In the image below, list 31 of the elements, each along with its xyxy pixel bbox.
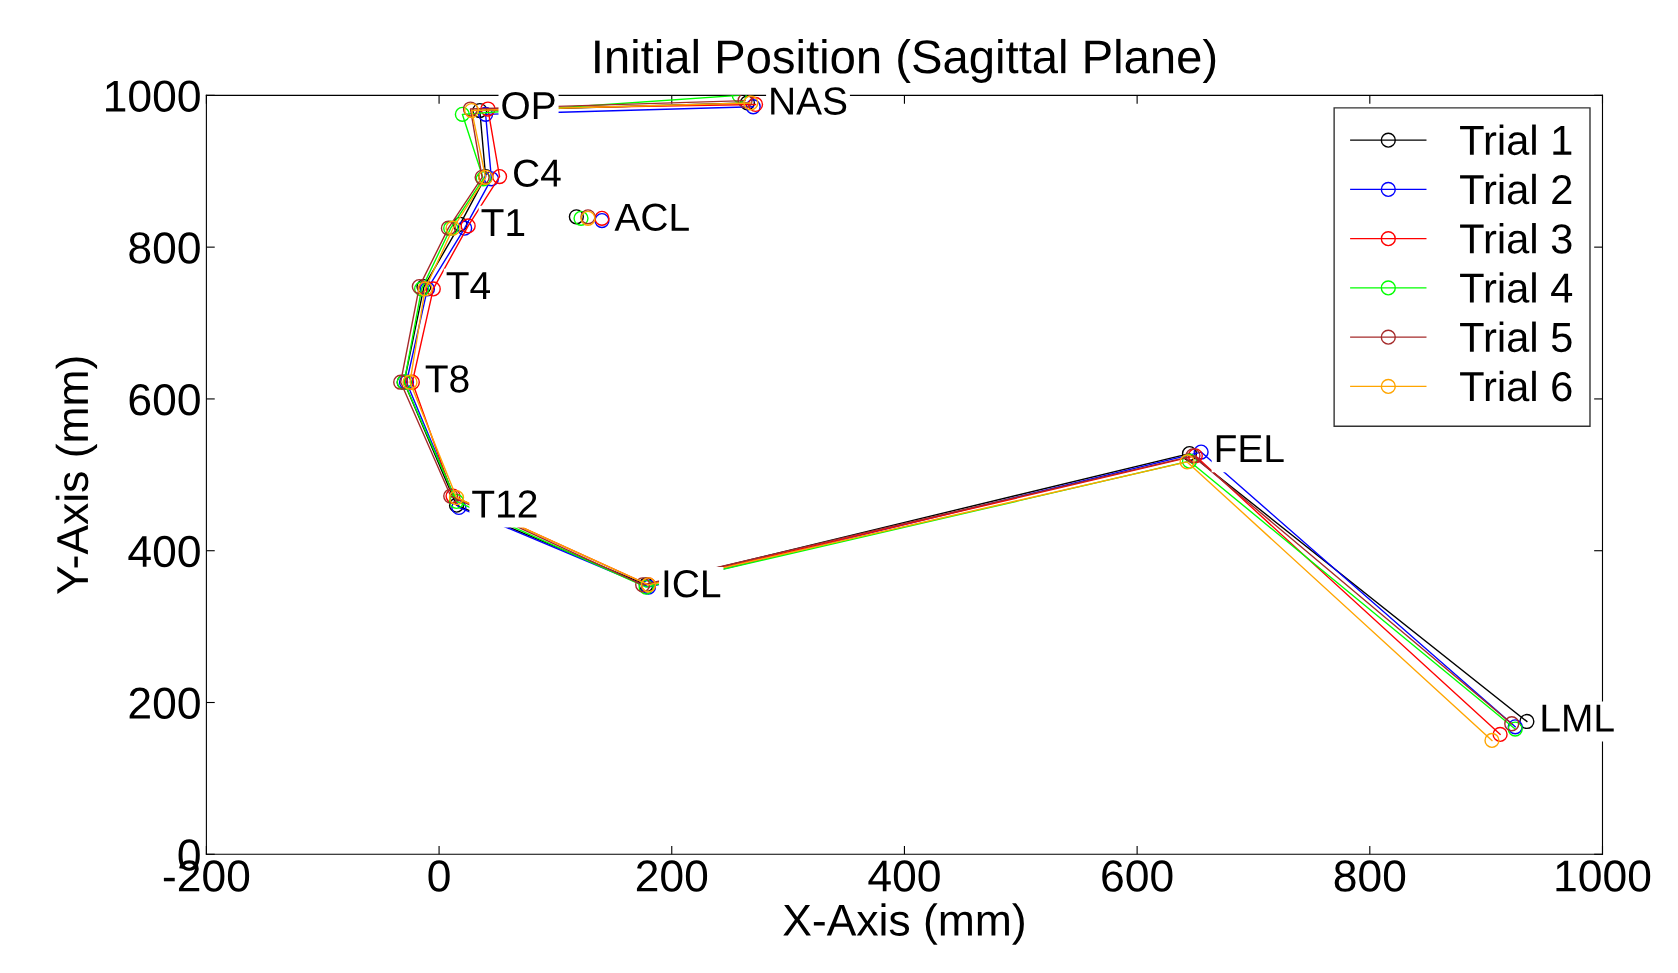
y-tick-label: 400	[128, 535, 200, 568]
annotation: ICL	[664, 570, 721, 598]
annotation: T4	[446, 272, 490, 299]
legend-label: Trial 3	[1460, 223, 1572, 254]
annotation: NAS	[771, 87, 847, 115]
annotation: OP	[502, 91, 555, 120]
annotation: C4	[514, 159, 561, 187]
y-tick-label: 600	[129, 384, 200, 416]
legend-label: Trial 2	[1460, 173, 1572, 205]
legend-label: Trial 1	[1460, 124, 1572, 156]
annotation: ACL	[614, 203, 689, 232]
x-tick-label: 1000	[1556, 860, 1651, 892]
annotation: LML	[1542, 704, 1614, 732]
chart-title: Initial Position (Sagittal Plane)	[595, 38, 1216, 83]
y-tick-label: 1000	[106, 80, 200, 112]
annotation: T1	[481, 209, 525, 236]
annotation: FEL	[1216, 435, 1284, 463]
legend-label: Trial 5	[1460, 321, 1572, 353]
annotation: T8	[425, 365, 469, 393]
y-axis-title: Y-Axis (mm)	[55, 357, 98, 595]
x-tick-label: 600	[1102, 860, 1173, 892]
annotation: T12	[472, 490, 537, 518]
x-tick-label: 200	[636, 860, 708, 892]
x-axis-title: X-Axis (mm)	[783, 903, 1024, 945]
x-tick-label: 0	[428, 860, 450, 892]
y-tick-label: 200	[129, 687, 200, 720]
x-tick-label: 400	[868, 860, 940, 892]
x-tick-label: 800	[1334, 860, 1406, 892]
legend-label: Trial 4	[1460, 272, 1573, 303]
y-tick-label: 800	[129, 232, 200, 264]
legend-label: Trial 6	[1460, 370, 1572, 402]
